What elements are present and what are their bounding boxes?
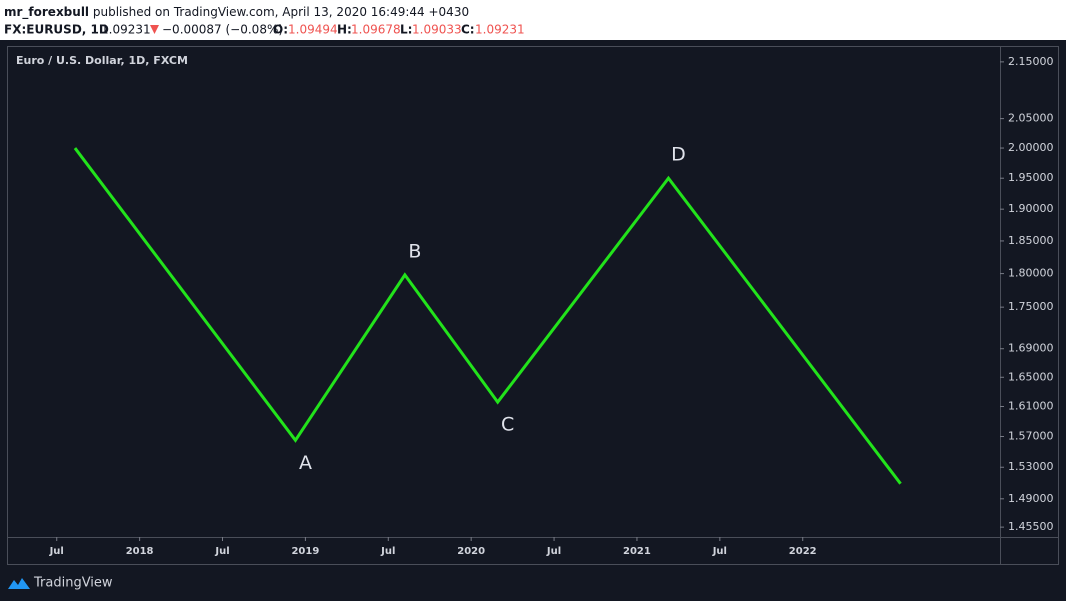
published: published on TradingView.com, April 13, … — [93, 5, 469, 19]
open-label: O: — [273, 23, 288, 37]
x-tick-label: 2019 — [291, 546, 319, 557]
close-label: C: — [461, 23, 475, 37]
x-tick-label: 2018 — [126, 546, 154, 557]
y-tick-label: 1.49000 — [1008, 492, 1054, 505]
y-tick-label: 2.15000 — [1008, 55, 1054, 68]
change: −0.00087 (−0.08%) — [162, 23, 283, 37]
y-tick-label: 2.00000 — [1008, 141, 1054, 154]
x-tick-label: Jul — [49, 546, 64, 557]
y-tick-label: 1.69000 — [1008, 342, 1054, 355]
x-tick-label: Jul — [214, 546, 229, 557]
open: 1.09494 — [288, 23, 338, 37]
chart-title: Euro / U.S. Dollar, 1D, FXCM — [16, 54, 188, 67]
header-line: mr_forexbull published on TradingView.co… — [4, 5, 469, 20]
low: 1.09033 — [412, 23, 462, 37]
y-tick-label: 1.80000 — [1008, 267, 1054, 280]
frame — [7, 46, 1059, 565]
y-tick-label: 1.75000 — [1008, 300, 1054, 313]
logo-icon — [8, 578, 30, 589]
price-line — [73, 147, 902, 485]
x-tick-label: 2022 — [789, 546, 817, 557]
header-bar — [0, 0, 1066, 40]
y-tick-label: 1.90000 — [1008, 202, 1054, 215]
x-tick-label: 2020 — [457, 546, 485, 557]
x-tick-label: Jul — [380, 546, 395, 557]
tv-logo — [8, 578, 30, 589]
point-label: D — [671, 144, 686, 166]
last-price: 1.09231 — [101, 23, 151, 37]
symbol: FX:EURUSD, 1D — [4, 23, 109, 37]
author: mr_forexbull — [4, 5, 89, 20]
y-tick-label: 1.85000 — [1008, 234, 1054, 247]
x-tick-label: Jul — [712, 546, 727, 557]
close: 1.09231 — [475, 23, 525, 37]
point-label: A — [299, 452, 312, 474]
y-tick-label: 2.05000 — [1008, 112, 1054, 125]
y-tick-label: 1.57000 — [1008, 429, 1054, 442]
point-label: B — [408, 240, 421, 262]
y-tick-label: 1.95000 — [1008, 171, 1054, 184]
brand: TradingView — [33, 576, 113, 591]
point-label: C — [501, 414, 514, 436]
x-tick-label: 2021 — [623, 546, 651, 557]
y-tick-label: 1.61000 — [1008, 400, 1054, 413]
y-tick-label: 1.53000 — [1008, 460, 1054, 473]
y-tick-label: 1.65000 — [1008, 370, 1054, 383]
high-label: H: — [337, 23, 352, 37]
y-tick-label: 1.45500 — [1008, 520, 1054, 533]
low-label: L: — [400, 23, 412, 37]
down-arrow — [150, 25, 159, 34]
x-tick-label: Jul — [546, 546, 561, 557]
high: 1.09678 — [351, 23, 401, 37]
